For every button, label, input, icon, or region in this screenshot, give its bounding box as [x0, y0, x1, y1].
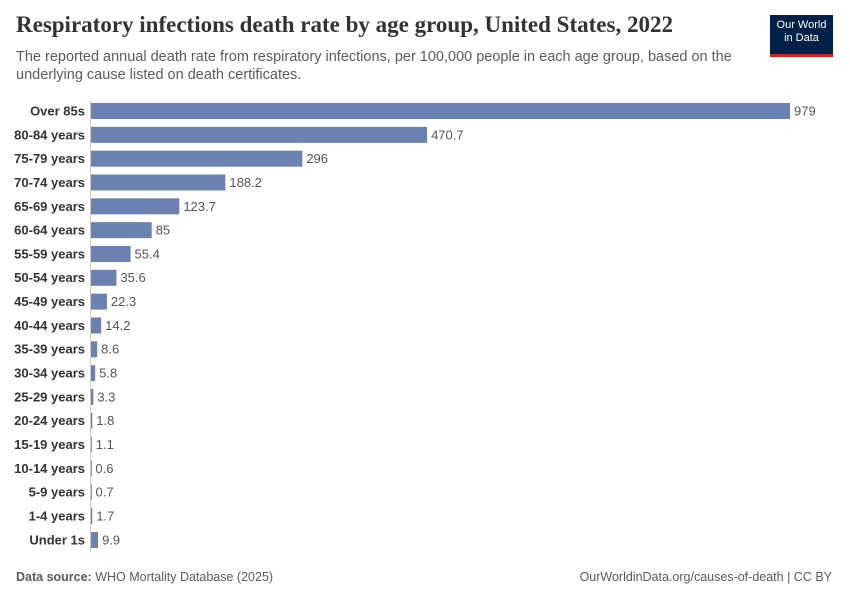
category-label: 70-74 years: [14, 175, 85, 190]
bar: [91, 103, 790, 119]
bar: [91, 484, 92, 501]
value-label: 123.7: [183, 199, 216, 214]
value-label: 188.2: [229, 175, 262, 190]
value-label: 979: [794, 103, 816, 118]
value-label: 1.8: [96, 413, 114, 428]
value-label: 9.9: [102, 532, 120, 547]
category-label: 1-4 years: [29, 509, 85, 524]
bar: [91, 365, 96, 382]
source: WHO Mortality Database (2025): [95, 570, 274, 584]
bar: [91, 460, 92, 477]
bar: [91, 245, 131, 262]
category-label: 15-19 years: [14, 437, 85, 452]
bar: [91, 317, 102, 334]
chart-title: Respiratory infections death rate by age…: [16, 12, 673, 37]
value-label: 5.8: [99, 366, 117, 381]
value-label: 8.6: [101, 342, 119, 357]
value-label: 85: [156, 223, 170, 238]
category-label: 45-49 years: [14, 294, 85, 309]
value-label: 0.7: [95, 485, 113, 500]
footer-source: Data source: WHO Mortality Database (202…: [16, 570, 273, 584]
source-label: Data source:: [16, 570, 92, 584]
bar: [91, 222, 152, 239]
bar: [91, 412, 93, 429]
category-label: 40-44 years: [14, 318, 85, 333]
category-label: 55-59 years: [14, 246, 85, 261]
category-label: Over 85s: [30, 103, 85, 118]
category-label: 80-84 years: [14, 127, 85, 142]
bar: [91, 198, 180, 215]
category-label: 10-14 years: [14, 461, 85, 476]
bar: [91, 269, 117, 286]
bar: [91, 126, 428, 143]
category-label: 35-39 years: [14, 342, 85, 357]
category-label: 5-9 years: [29, 485, 85, 500]
category-label: 30-34 years: [14, 366, 85, 381]
value-label: 14.2: [105, 318, 130, 333]
value-label: 55.4: [135, 246, 160, 261]
bar: [91, 174, 226, 191]
category-label: 65-69 years: [14, 199, 85, 214]
value-label: 22.3: [111, 294, 136, 309]
category-label: 50-54 years: [14, 270, 85, 285]
logo-line: Our World: [776, 19, 827, 31]
bar: [91, 436, 92, 453]
category-label: 75-79 years: [14, 151, 85, 166]
value-label: 296: [306, 151, 328, 166]
value-label: 3.3: [97, 389, 115, 404]
bar: [91, 341, 98, 358]
footer-link[interactable]: OurWorldinData.org/causes-of-death | CC …: [579, 570, 832, 584]
category-label: 25-29 years: [14, 389, 85, 404]
value-label: 1.1: [96, 437, 114, 452]
value-label: 470.7: [431, 127, 464, 142]
category-label: 20-24 years: [14, 413, 85, 428]
chart-subtitle: The reported annual death rate from resp…: [16, 49, 732, 83]
bar: [91, 531, 99, 548]
value-label: 35.6: [120, 270, 145, 285]
bar: [91, 388, 94, 405]
category-label: 60-64 years: [14, 223, 85, 238]
logo-line: in Data: [784, 32, 819, 44]
bar: [91, 508, 93, 525]
category-label: Under 1s: [29, 532, 85, 547]
value-label: 0.6: [95, 461, 113, 476]
bar: [91, 293, 107, 310]
value-label: 1.7: [96, 509, 114, 524]
logo[interactable]: Our World in Data: [770, 15, 833, 57]
bar: [91, 150, 303, 167]
